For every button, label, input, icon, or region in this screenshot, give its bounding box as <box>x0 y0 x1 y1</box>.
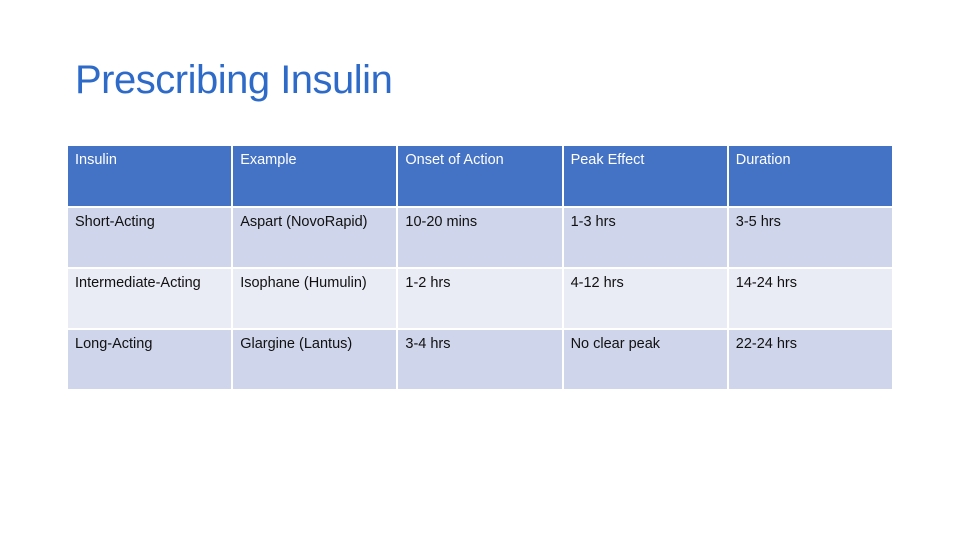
cell-insulin: Intermediate-Acting <box>65 267 234 330</box>
slide-title: Prescribing Insulin <box>75 58 393 102</box>
cell-example: Glargine (Lantus) <box>231 328 399 391</box>
cell-duration: 14-24 hrs <box>726 267 895 330</box>
cell-example: Aspart (NovoRapid) <box>231 206 399 269</box>
table-row: Short-Acting Aspart (NovoRapid) 10-20 mi… <box>65 206 895 269</box>
cell-duration: 22-24 hrs <box>726 328 895 391</box>
cell-insulin: Short-Acting <box>65 206 234 269</box>
header-example: Example <box>231 144 399 208</box>
cell-onset: 10-20 mins <box>396 206 564 269</box>
insulin-table: Insulin Example Onset of Action Peak Eff… <box>65 144 895 391</box>
table-header-row: Insulin Example Onset of Action Peak Eff… <box>65 144 895 208</box>
cell-onset: 3-4 hrs <box>396 328 564 391</box>
cell-duration: 3-5 hrs <box>726 206 895 269</box>
header-onset: Onset of Action <box>396 144 564 208</box>
cell-peak: No clear peak <box>561 328 729 391</box>
table-row: Long-Acting Glargine (Lantus) 3-4 hrs No… <box>65 328 895 391</box>
table-row: Intermediate-Acting Isophane (Humulin) 1… <box>65 267 895 330</box>
cell-insulin: Long-Acting <box>65 328 234 391</box>
cell-example: Isophane (Humulin) <box>231 267 399 330</box>
header-peak: Peak Effect <box>561 144 729 208</box>
cell-peak: 4-12 hrs <box>561 267 729 330</box>
cell-onset: 1-2 hrs <box>396 267 564 330</box>
header-duration: Duration <box>726 144 895 208</box>
header-insulin: Insulin <box>65 144 234 208</box>
cell-peak: 1-3 hrs <box>561 206 729 269</box>
